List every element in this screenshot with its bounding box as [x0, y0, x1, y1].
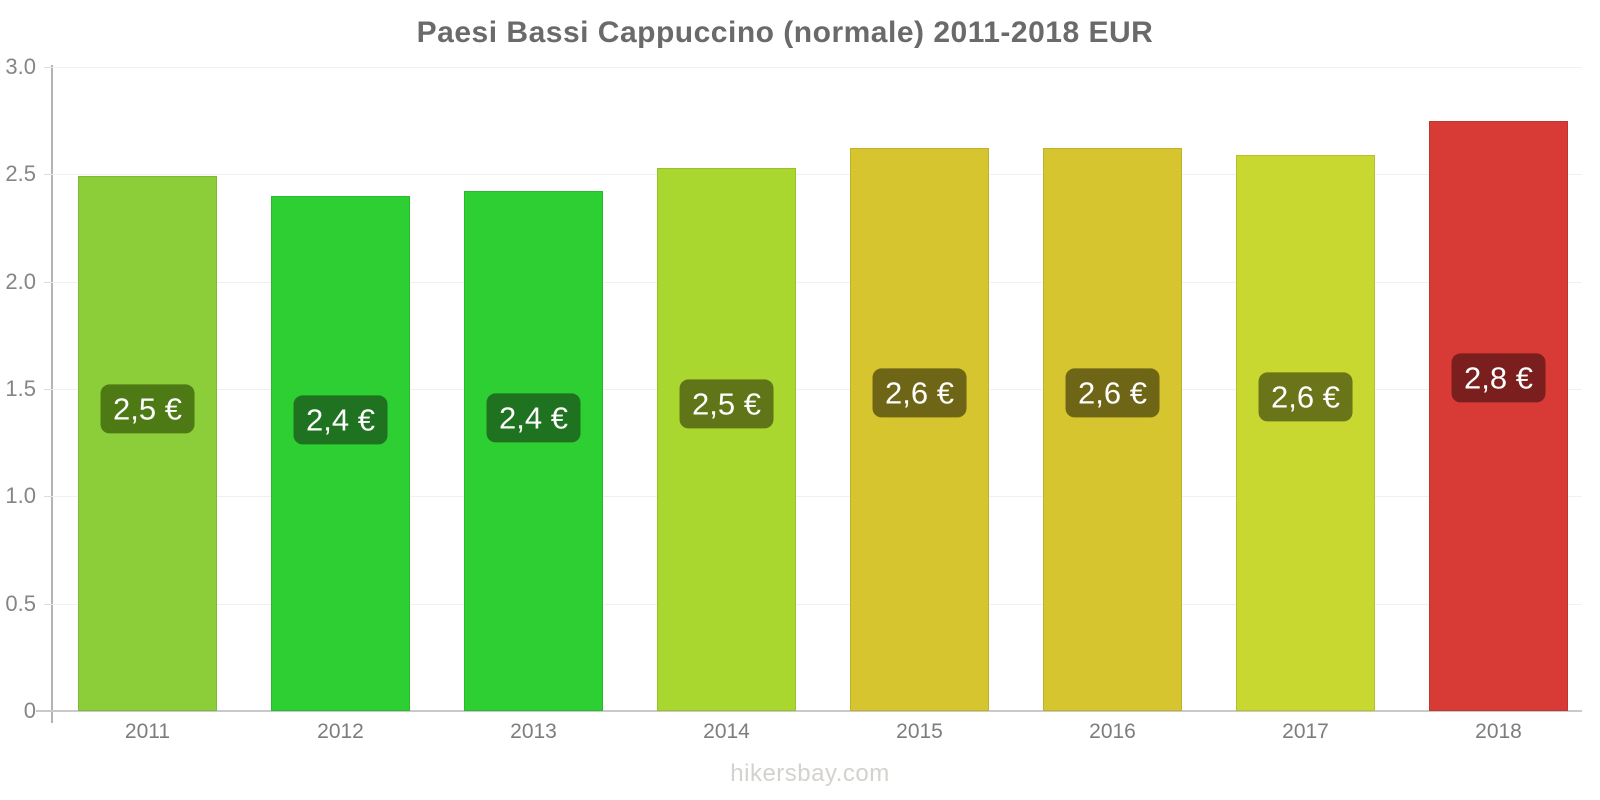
bar-value-badge-2011: 2,5 €	[100, 384, 195, 434]
y-tick-mark	[44, 281, 52, 283]
y-axis-tick-label: 0	[23, 698, 36, 723]
bar-2016[interactable]: 2,6 €	[1043, 148, 1182, 711]
y-axis-tick-label: 0.5	[5, 590, 36, 616]
y-axis-tick-label: 3.0	[5, 53, 36, 79]
bar-2017[interactable]: 2,6 €	[1236, 154, 1375, 711]
bar-value-badge-2016: 2,6 €	[1065, 368, 1160, 418]
gridline-y-2.0	[52, 281, 1582, 283]
gridline-y-2.5	[52, 174, 1582, 176]
gridline-y-3.0	[52, 66, 1582, 68]
x-axis-label-2011: 2011	[124, 720, 171, 743]
bar-value-badge-2013: 2,4 €	[486, 392, 581, 443]
gridline-y-1.0	[52, 496, 1582, 498]
x-axis-label-2018: 2018	[1475, 720, 1522, 743]
bar-value-badge-2017: 2,6 €	[1258, 372, 1353, 422]
bar-2012[interactable]: 2,4 €	[271, 195, 410, 711]
y-tick-mark	[44, 174, 52, 176]
bar-2015[interactable]: 2,6 €	[850, 148, 989, 711]
bar-2014[interactable]: 2,5 €	[657, 167, 796, 711]
bar-value-badge-2012: 2,4 €	[293, 395, 388, 445]
y-axis-line	[51, 65, 53, 723]
y-axis-tick-label: 1.0	[5, 483, 36, 509]
bar-value-badge-2014: 2,5 €	[679, 379, 774, 429]
x-axis-label-2015: 2015	[896, 720, 943, 743]
bar-2018[interactable]: 2,8 €	[1429, 120, 1568, 711]
x-axis-label-2012: 2012	[317, 720, 364, 743]
gridline-y-1.5	[52, 388, 1582, 390]
y-tick-mark	[44, 496, 52, 498]
x-axis-label-2013: 2013	[510, 720, 557, 743]
x-axis-label-2017: 2017	[1282, 720, 1329, 743]
x-axis-label-2016: 2016	[1089, 720, 1136, 743]
chart-title: Paesi Bassi Cappuccino (normale) 2011-20…	[416, 16, 1154, 49]
x-axis-baseline	[36, 710, 1582, 712]
bar-2013[interactable]: 2,4 €	[464, 191, 603, 711]
y-axis-tick-label: 2.0	[5, 268, 36, 294]
bar-value-badge-2015: 2,6 €	[872, 368, 967, 418]
y-tick-mark	[44, 603, 52, 605]
gridline-y-0.5	[52, 603, 1582, 605]
x-axis-label-2014: 2014	[703, 720, 750, 743]
y-axis-tick-label: 2.5	[5, 161, 36, 187]
footer-watermark[interactable]: hikersbay.com	[730, 760, 890, 787]
y-tick-mark	[44, 66, 52, 68]
bar-value-badge-2018: 2,8 €	[1451, 352, 1546, 403]
bar-2011[interactable]: 2,5 €	[78, 176, 217, 711]
y-tick-mark	[44, 388, 52, 390]
y-axis-tick-label: 1.5	[5, 375, 36, 401]
